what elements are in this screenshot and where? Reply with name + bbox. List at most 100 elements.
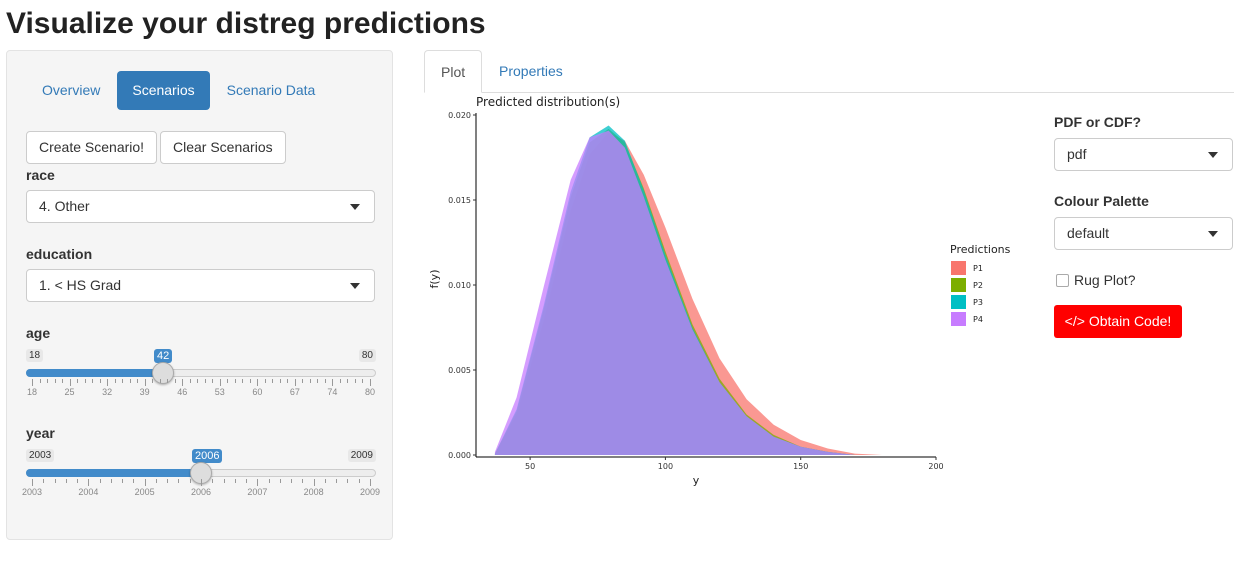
- slider-minor-tick: [84, 379, 86, 383]
- y-tick-label: 0.010: [448, 281, 471, 290]
- slider-minor-tick: [234, 479, 236, 483]
- slider-minor-tick: [324, 479, 326, 483]
- legend-title: Predictions: [950, 243, 1011, 256]
- slider-minor-tick: [347, 479, 349, 483]
- slider-tick: [144, 479, 146, 486]
- slider-minor-tick: [279, 379, 281, 383]
- tab-plot[interactable]: Plot: [424, 50, 483, 93]
- slider-minor-tick: [234, 379, 236, 383]
- rug-plot-label[interactable]: Rug Plot?: [1074, 272, 1136, 288]
- slider-tick: [201, 479, 202, 486]
- palette-label: Colour Palette: [1054, 193, 1149, 209]
- slider-minor-tick: [336, 479, 338, 483]
- slider-tick: [332, 379, 334, 386]
- x-axis-label: y: [693, 474, 700, 487]
- slider-minor-tick: [122, 379, 124, 383]
- area-p4: [494, 130, 909, 455]
- slider-tick: [32, 479, 33, 486]
- slider-tick-label: 2008: [303, 487, 324, 497]
- slider-minor-tick: [152, 379, 154, 383]
- slider-minor-tick: [99, 379, 101, 383]
- chevron-down-icon: [1208, 152, 1218, 158]
- tab-scenario-data[interactable]: Scenario Data: [226, 82, 316, 98]
- slider-tick: [69, 379, 71, 386]
- slider-minor-tick: [54, 479, 56, 483]
- year-slider[interactable]: 2003 2009 2006 2003 2004 2005 2006 2007 2008 2…: [22, 449, 380, 509]
- slider-minor-tick: [77, 479, 79, 483]
- slider-minor-tick: [302, 379, 304, 383]
- slider-minor-tick: [159, 379, 161, 383]
- slider-tick-label: 2004: [78, 487, 99, 497]
- slider-tick-label: 60: [252, 387, 263, 397]
- legend-swatch-p3: [951, 295, 966, 309]
- create-scenario-button[interactable]: Create Scenario!: [26, 131, 158, 164]
- palette-select[interactable]: default: [1054, 217, 1233, 250]
- slider-tick-label: 2003: [21, 487, 43, 497]
- slider-minor-tick: [287, 379, 289, 383]
- clear-scenarios-button[interactable]: Clear Scenarios: [160, 131, 286, 164]
- slider-minor-tick: [279, 479, 281, 483]
- pdf-cdf-label: PDF or CDF?: [1054, 114, 1142, 130]
- slider-minor-tick: [92, 379, 94, 383]
- education-value: 1. < HS Grad: [39, 277, 122, 293]
- slider-minor-tick: [347, 379, 349, 383]
- slider-tick: [88, 479, 90, 486]
- slider-tick: [219, 379, 221, 386]
- slider-minor-tick: [272, 379, 274, 383]
- slider-minor-tick: [302, 479, 304, 483]
- slider-tick-label: 25: [64, 387, 75, 397]
- distribution-plot: Predicted distribution(s) 0.000 0.005 0.010…: [428, 95, 1011, 487]
- slider-tick-label: 53: [214, 387, 225, 397]
- y-axis-label: f(y): [428, 270, 441, 289]
- tab-properties[interactable]: Properties: [499, 63, 563, 79]
- legend-label-p1: P1: [973, 264, 983, 273]
- year-min-label: 2003: [26, 449, 55, 462]
- x-tick-label: 200: [928, 462, 943, 471]
- slider-minor-tick: [39, 379, 41, 383]
- page-title: Visualize your distreg predictions: [6, 7, 486, 40]
- slider-minor-tick: [129, 379, 131, 383]
- legend-swatch-p4: [951, 312, 966, 326]
- tab-scenarios[interactable]: Scenarios: [117, 71, 210, 110]
- x-tick-label: 100: [658, 462, 673, 471]
- slider-minor-tick: [99, 479, 101, 483]
- slider-minor-tick: [137, 379, 139, 383]
- slider-minor-tick: [204, 379, 206, 383]
- obtain-code-button[interactable]: </> Obtain Code!: [1054, 305, 1182, 338]
- slider-tick-label: 2007: [247, 487, 268, 497]
- code-icon: </>: [1064, 313, 1085, 329]
- legend-label-p4: P4: [973, 315, 983, 324]
- slider-minor-tick: [339, 379, 341, 383]
- age-slider[interactable]: 18 80 42 18 25 32 39 46 53 60 67 74 80: [26, 349, 376, 409]
- slider-minor-tick: [114, 379, 116, 383]
- slider-tick-label: 2006: [190, 487, 212, 497]
- pdf-cdf-select[interactable]: pdf: [1054, 138, 1233, 171]
- slider-tick: [370, 379, 371, 386]
- race-select[interactable]: 4. Other: [26, 190, 375, 223]
- palette-value: default: [1067, 225, 1110, 241]
- slider-minor-tick: [291, 479, 293, 483]
- obtain-code-label: Obtain Code!: [1088, 313, 1172, 329]
- slider-minor-tick: [155, 479, 157, 483]
- slider-minor-tick: [309, 379, 311, 383]
- slider-minor-tick: [223, 479, 225, 483]
- slider-minor-tick: [317, 379, 319, 383]
- slider-minor-tick: [167, 379, 169, 383]
- year-slider-fill: [26, 469, 201, 477]
- legend-label-p2: P2: [973, 281, 983, 290]
- education-select[interactable]: 1. < HS Grad: [26, 269, 375, 302]
- y-tick-label: 0.005: [448, 366, 471, 375]
- slider-tick-label: 18: [26, 387, 38, 397]
- age-slider-handle[interactable]: [152, 362, 174, 384]
- slider-minor-tick: [242, 379, 244, 383]
- x-tick-label: 50: [525, 462, 535, 471]
- tab-overview[interactable]: Overview: [42, 82, 101, 98]
- slider-minor-tick: [358, 479, 360, 483]
- slider-minor-tick: [264, 379, 266, 383]
- slider-minor-tick: [354, 379, 356, 383]
- rug-plot-checkbox[interactable]: [1056, 274, 1069, 287]
- slider-tick-label: 2009: [359, 487, 381, 497]
- slider-minor-tick: [212, 479, 214, 483]
- slider-minor-tick: [122, 479, 124, 483]
- slider-minor-tick: [167, 479, 169, 483]
